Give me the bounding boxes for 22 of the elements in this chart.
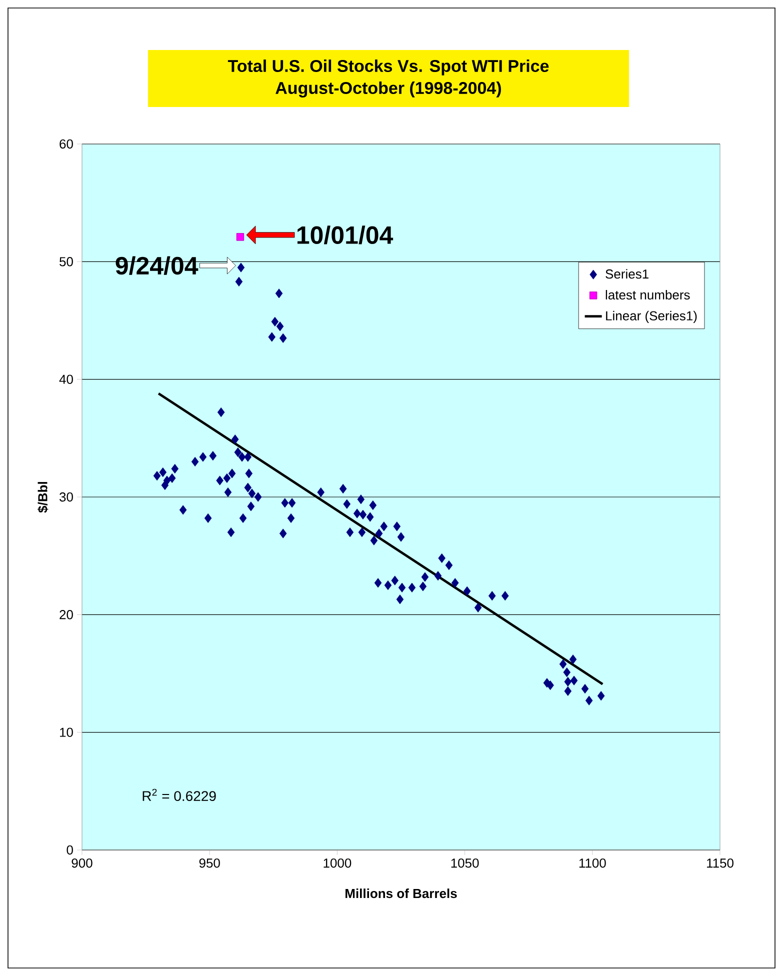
x-axis-title: Millions of Barrels <box>346 888 457 898</box>
chart-subtitle: August-October (1998-2004) <box>276 82 501 98</box>
y-tick-label: 50 <box>60 257 73 266</box>
x-tick-label: 1150 <box>707 858 734 868</box>
x-tick-label: 900 <box>72 858 92 868</box>
legend-label: Linear (Series1) <box>606 310 697 323</box>
y-tick-label: 10 <box>60 728 73 737</box>
annotation: R$^{2}$ = 0.6229 <box>142 788 216 802</box>
y-tick-label: 40 <box>59 374 73 384</box>
y-axis-title: $/Bbl <box>38 482 48 513</box>
annotation: 10/01/04 <box>297 226 394 244</box>
x-tick-label: 1050 <box>451 858 479 868</box>
y-tick-label: 20 <box>60 610 73 620</box>
x-tick-label: 1000 <box>324 858 352 868</box>
legend-label: latest numbers <box>606 290 690 300</box>
chart-title: Total U.S. Oil Stocks Vs. Spot WTI Price <box>228 60 549 76</box>
legend-label: Series1 <box>606 269 648 279</box>
y-tick-label: 60 <box>60 139 73 149</box>
y-tick-label: 30 <box>60 492 73 502</box>
x-tick-label: 1100 <box>579 858 606 868</box>
y-tick-label: 0 <box>66 845 73 855</box>
x-tick-label: 950 <box>199 858 220 868</box>
